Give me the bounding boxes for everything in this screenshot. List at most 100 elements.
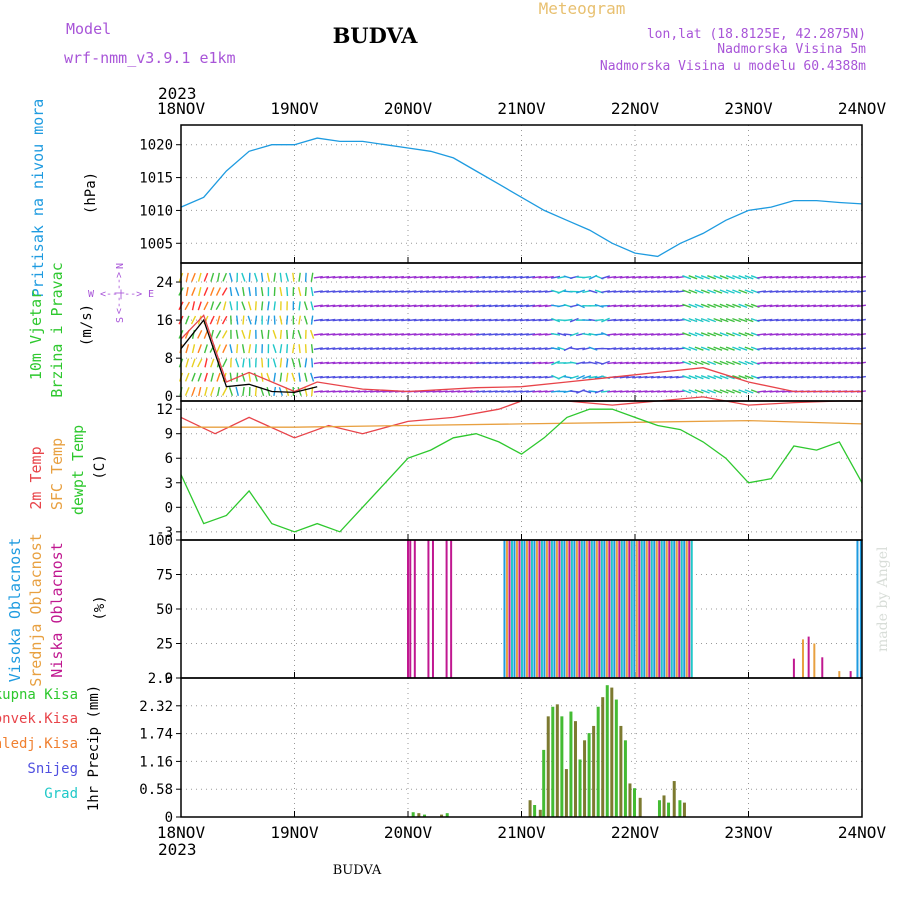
precip-bar [619, 726, 622, 817]
wind-barb [255, 273, 258, 282]
wind-barb [216, 302, 221, 310]
wind-barb [243, 387, 244, 396]
precip-bar [658, 800, 661, 817]
precip-bar [529, 800, 532, 817]
temp-ytick-label: 6 [165, 451, 173, 467]
wind-barb [281, 330, 282, 339]
wind-barb [211, 273, 214, 282]
wind-barb [280, 359, 281, 368]
legend-freezing-rain: Zaledj.Kisa [0, 736, 78, 752]
wind-barb [570, 391, 579, 392]
wind-barb [268, 301, 269, 310]
time-label-top: 20NOV [384, 99, 433, 118]
wind-barb [274, 301, 275, 310]
time-label-bottom: 23NOV [724, 823, 773, 842]
model-elevation-label: Nadmorska Visina u modelu 60.4388m [600, 59, 866, 74]
cloud-panel: 0255075100 [148, 533, 862, 687]
legend-hail: Grad [44, 786, 78, 802]
wind-barb [217, 345, 221, 353]
wind-barb [311, 330, 314, 339]
wind-barb [273, 359, 276, 368]
wind-barb [242, 273, 245, 282]
lonlat-label: lon,lat (18.8125E, 42.2875N) [647, 27, 866, 42]
precip-bar [547, 716, 550, 817]
precip-bar [539, 810, 542, 817]
cloud-ylabel-unit: (%) [92, 595, 108, 620]
wind-barb [595, 334, 604, 335]
precip-bar [574, 721, 577, 817]
wind-barb [268, 330, 269, 339]
wind-barb [243, 287, 244, 296]
wind-barb [256, 387, 257, 396]
wind-barb [185, 302, 189, 310]
compass-n: N [115, 263, 126, 269]
wind-barb [249, 344, 251, 353]
wind-barb [287, 330, 288, 339]
top-time-labels: 18NOV19NOV20NOV21NOV22NOV23NOV24NOV [157, 99, 887, 118]
pressure-ytick-label: 1015 [139, 171, 173, 187]
compass-w: W [88, 289, 95, 300]
wind-barb [306, 287, 307, 296]
wind-barb [211, 373, 213, 382]
precip-bar [560, 716, 563, 817]
wind-ytick-label: 24 [156, 275, 173, 291]
wind-barb [293, 273, 294, 282]
precip-bar [610, 688, 613, 817]
wind-barb [199, 273, 202, 282]
wind-barb [299, 344, 300, 353]
precip-bar [579, 759, 582, 817]
precip-bar [533, 805, 536, 817]
wind-barb [249, 358, 250, 367]
legend-total-rain: Ukupna Kisa [0, 687, 78, 703]
precip-ytick-label: 0.58 [139, 782, 173, 798]
precip-ytick-label: 0 [165, 810, 173, 826]
wind-barb [312, 316, 313, 325]
wind-barb [306, 273, 307, 282]
cloud-ylabel-mid: Srednja Oblacnost [27, 533, 45, 687]
wind-barb [299, 316, 300, 325]
wind-barb [236, 287, 239, 296]
precip-bar [556, 704, 559, 817]
wind-barb [306, 344, 307, 353]
wind-barb [262, 287, 263, 296]
wind-barb [236, 330, 238, 339]
cloud-ytick-label: 100 [148, 533, 173, 549]
precip-legend: Ukupna Kisa Konvek.Kisa Zaledj.Kisa Snij… [0, 685, 102, 811]
cloud-ytick-label: 25 [156, 637, 173, 653]
wind-barb [198, 302, 201, 311]
time-label-bottom: 22NOV [611, 823, 660, 842]
year-label-bottom: 2023 [158, 840, 197, 859]
wind-barb [299, 373, 300, 382]
wind-barb [280, 287, 282, 296]
wind-barb [199, 387, 201, 396]
time-label-top: 24NOV [838, 99, 887, 118]
wind-ytick-label: 8 [165, 351, 173, 367]
pressure-ylabel-main: Pritisak na nivou mora [29, 99, 47, 298]
wind-barb [205, 373, 208, 382]
wind-barb [230, 344, 232, 353]
wind-barb [293, 330, 294, 339]
precip-bar [615, 700, 618, 817]
time-label-top: 23NOV [724, 99, 773, 118]
wind-barb [198, 373, 201, 381]
wind-barb [198, 330, 202, 338]
wind-barb [280, 344, 281, 353]
time-label-bottom: 20NOV [384, 823, 433, 842]
cloud-ylabel-high: Visoka Oblacnost [6, 538, 24, 683]
wind-barb [292, 359, 294, 368]
wind-barb [199, 287, 201, 296]
wind-barb [249, 302, 251, 311]
legend-convective-rain: Konvek.Kisa [0, 711, 78, 727]
wind-barb [249, 273, 250, 282]
wind-barb [311, 287, 313, 296]
wind-barb [204, 273, 207, 281]
wind-barb [223, 345, 227, 353]
wind-barb [305, 359, 306, 368]
wind-barb [595, 320, 604, 321]
wind-barb [217, 316, 220, 325]
wind-barb [312, 358, 313, 367]
precip-ytick-label: 1.16 [139, 754, 173, 770]
wind-barb [311, 302, 313, 311]
wind-barb [211, 359, 214, 368]
cloud-ylabels: Visoka Oblacnost Srednja Oblacnost Niska… [6, 533, 108, 687]
